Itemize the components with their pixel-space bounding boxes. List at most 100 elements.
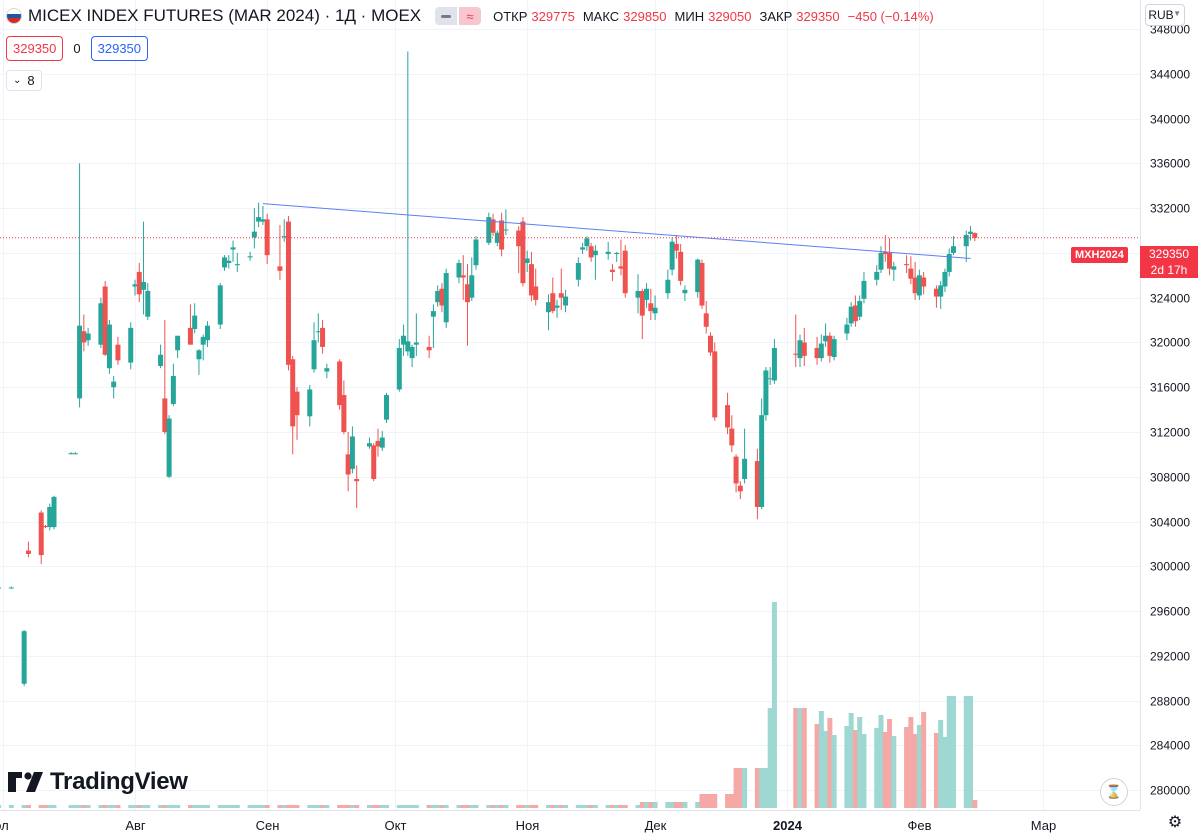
volume-bar xyxy=(771,602,777,808)
candle-up xyxy=(652,307,658,314)
volume-bar xyxy=(759,768,765,808)
candle-up xyxy=(260,219,266,222)
volume-bar xyxy=(460,805,466,808)
candle-up xyxy=(166,418,172,477)
candle-up xyxy=(891,266,897,270)
volume-bar xyxy=(729,794,735,808)
candle-down xyxy=(639,290,645,316)
candle-up xyxy=(85,333,91,341)
volume-bar xyxy=(345,805,351,808)
candle-down xyxy=(852,305,858,322)
candle-up xyxy=(695,259,701,293)
volume-bar xyxy=(115,805,121,808)
volume-bar xyxy=(797,708,803,808)
volume-bar xyxy=(968,696,974,808)
sell-price-button[interactable]: 329350 xyxy=(6,36,64,61)
price-tick-label: 348000 xyxy=(1150,23,1190,37)
volume-bar xyxy=(324,805,330,808)
volume-bar xyxy=(222,805,228,808)
volume-bar xyxy=(652,802,658,808)
volume-bar xyxy=(767,708,773,808)
symbol-title[interactable]: MICEX INDEX FUTURES (MAR 2024) · 1Д · MO… xyxy=(28,6,422,25)
volume-bar xyxy=(887,719,893,808)
volume-bar xyxy=(285,805,291,808)
volume-bar xyxy=(550,805,556,808)
settings-gear-icon[interactable]: ⚙ xyxy=(1167,814,1183,831)
candle-down xyxy=(371,445,377,479)
candle-up xyxy=(771,348,777,381)
volume-bar xyxy=(290,805,296,808)
legend-buttons[interactable]: ≈ xyxy=(435,7,482,25)
buy-price-button[interactable]: 329350 xyxy=(90,36,149,61)
candle-up xyxy=(281,236,287,238)
volume-bar xyxy=(281,805,287,808)
candle-down xyxy=(725,405,731,428)
candle-down xyxy=(439,288,445,306)
caret-down-icon: ▼ xyxy=(1173,9,1181,18)
volume-bar xyxy=(256,805,262,808)
tradingview-logo[interactable]: TradingView xyxy=(8,768,188,796)
volume-bar xyxy=(874,728,880,808)
candle-up xyxy=(430,311,436,317)
volume-bar xyxy=(405,805,411,808)
candle-up xyxy=(584,238,590,247)
candle-up xyxy=(158,354,164,366)
volume-bar xyxy=(580,805,586,808)
volume-bar xyxy=(908,717,914,808)
candle-down xyxy=(426,346,432,351)
volume-bar xyxy=(742,768,748,808)
candle-up xyxy=(861,280,867,299)
candle-up xyxy=(942,271,948,287)
candle-down xyxy=(465,284,471,303)
candle-up xyxy=(234,264,240,266)
indicators-toggle[interactable]: ⌄ 8 xyxy=(6,70,42,91)
candle-down xyxy=(737,485,743,492)
candle-down xyxy=(712,351,718,418)
volume-bar xyxy=(465,805,471,808)
volume-bar xyxy=(354,805,360,808)
candle-up xyxy=(204,325,210,341)
candle-down xyxy=(81,331,87,343)
trend-line[interactable] xyxy=(262,203,971,260)
candle-down xyxy=(904,264,910,266)
compare-icon[interactable]: ≈ xyxy=(459,7,482,25)
hide-icon[interactable] xyxy=(435,7,458,25)
candle-up xyxy=(405,341,411,352)
candle-down xyxy=(102,286,108,355)
candle-up xyxy=(98,303,104,345)
volume-bar xyxy=(614,805,620,808)
volume-bars xyxy=(0,602,978,808)
candle-down xyxy=(375,440,381,447)
volume-bar xyxy=(707,794,713,808)
volume-bar xyxy=(575,805,581,808)
candlesticks xyxy=(0,51,978,687)
candle-up xyxy=(946,254,952,272)
price-axis[interactable]: 280000 284000 288000 292000 296000 300000 3040… xyxy=(1150,23,1190,798)
candle-up xyxy=(409,346,415,359)
volume-bar xyxy=(315,805,321,808)
candle-up xyxy=(554,305,560,308)
candle-up xyxy=(857,301,863,317)
volume-bar xyxy=(77,805,83,808)
candle-down xyxy=(354,478,360,482)
volume-bar xyxy=(170,805,176,808)
hourglass-icon[interactable]: ⌛ xyxy=(1100,778,1128,806)
volume-bar xyxy=(473,805,479,808)
volume-bar xyxy=(946,696,952,808)
open-label: ОТКР xyxy=(493,8,528,24)
time-axis[interactable]: Июл Авг Сен Окт Ноя Дек 2024 Фев Мар xyxy=(0,818,1056,833)
change-value: −450 (−0.14%) xyxy=(847,8,934,24)
currency-selector[interactable]: RUB ▼ xyxy=(1145,4,1185,26)
volume-bar xyxy=(528,805,534,808)
time-tick-label: Июл xyxy=(0,818,9,833)
low-value: 329050 xyxy=(708,8,752,24)
candle-up xyxy=(874,271,880,280)
volume-bar xyxy=(520,805,526,808)
volume-bar xyxy=(942,737,948,808)
volume-bar xyxy=(725,794,731,808)
volume-bar xyxy=(831,735,837,808)
price-tick-label: 304000 xyxy=(1150,516,1190,530)
candle-down xyxy=(921,277,927,287)
symbol-price-tag: MXH2024 xyxy=(1071,247,1128,263)
